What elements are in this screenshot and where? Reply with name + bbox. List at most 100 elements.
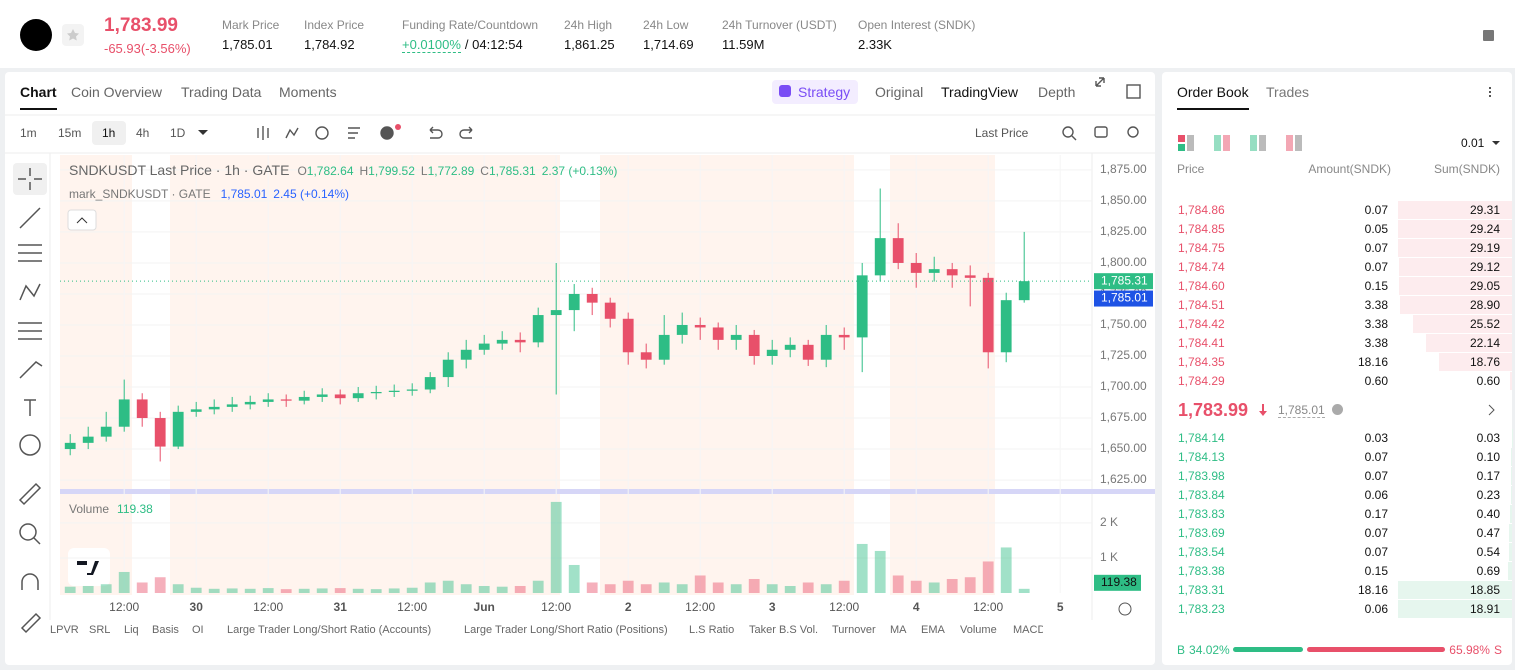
row-amount: 0.17 xyxy=(1364,507,1388,521)
row-price[interactable]: 1,784.85 xyxy=(1178,222,1225,236)
row-price[interactable]: 1,783.98 xyxy=(1178,469,1225,483)
volume-bar xyxy=(550,501,562,593)
buy-label: B xyxy=(1177,643,1186,657)
drawing-tools[interactable] xyxy=(13,163,47,634)
row-amount: 0.07 xyxy=(1364,545,1388,559)
indicator[interactable]: Large Trader Long/Short Ratio (Positions… xyxy=(464,624,668,636)
indicator[interactable]: EMA xyxy=(921,624,945,636)
book-tab[interactable]: Trades xyxy=(1266,84,1310,100)
indicator[interactable]: L.S Ratio xyxy=(689,624,735,636)
tab[interactable]: Chart xyxy=(20,84,57,110)
row-price[interactable]: 1,783.31 xyxy=(1178,583,1225,597)
row-price[interactable]: 1,784.74 xyxy=(1178,260,1225,274)
stat-number: 2.33K xyxy=(858,37,892,52)
stat-value: 1,861.25 xyxy=(564,37,615,52)
mark-title: mark_SNDKUSDT · GATE xyxy=(69,187,211,201)
volume-bar xyxy=(892,575,904,593)
collapse-button[interactable] xyxy=(67,209,97,231)
row-amount: 18.16 xyxy=(1357,355,1388,369)
x-tick-label: 5 xyxy=(1057,600,1064,614)
indicator[interactable]: Basis xyxy=(152,624,179,636)
settings-icon[interactable] xyxy=(1118,602,1132,616)
row-price[interactable]: 1,784.75 xyxy=(1178,241,1225,255)
row-price[interactable]: 1,784.51 xyxy=(1178,298,1225,312)
dropdown[interactable] xyxy=(198,130,208,140)
interval[interactable]: 15m xyxy=(58,126,82,140)
indicator[interactable]: Turnover xyxy=(832,624,876,636)
indicator[interactable]: Liq xyxy=(124,624,139,636)
candle-body xyxy=(226,404,238,407)
chart-view[interactable]: Original xyxy=(875,84,924,100)
indicator[interactable]: OI xyxy=(192,624,204,636)
candle-body xyxy=(676,324,688,335)
indicator[interactable]: SRL xyxy=(89,624,111,636)
row-price[interactable]: 1,783.38 xyxy=(1178,564,1225,578)
interval[interactable]: 4h xyxy=(136,126,150,140)
candle-body xyxy=(604,302,616,319)
x-tick-label: 12:00 xyxy=(829,600,859,614)
row-price[interactable]: 1,784.14 xyxy=(1178,431,1225,445)
candle-body xyxy=(874,238,886,276)
row-price[interactable]: 1,784.42 xyxy=(1178,317,1225,331)
chart-view[interactable]: TradingView xyxy=(941,84,1019,100)
row-price[interactable]: 1,783.84 xyxy=(1178,488,1225,502)
row-sum: 0.54 xyxy=(1476,545,1500,559)
row-price[interactable]: 1,783.69 xyxy=(1178,526,1225,540)
toolbar-icons[interactable] xyxy=(257,77,1141,141)
book-mode-icons[interactable] xyxy=(1178,135,1302,151)
price-source[interactable]: Last Price xyxy=(975,126,1029,140)
y-tick-label: 1,625.00 xyxy=(1100,472,1147,486)
volume-bar xyxy=(820,584,832,593)
row-price[interactable]: 1,784.13 xyxy=(1178,450,1225,464)
interval[interactable]: 1h xyxy=(102,126,116,140)
volume-bar xyxy=(190,587,202,593)
chart-view[interactable]: Depth xyxy=(1038,84,1076,100)
y-tick-label: 1,675.00 xyxy=(1100,410,1147,424)
row-price[interactable]: 1,784.29 xyxy=(1178,374,1225,388)
chevron[interactable] xyxy=(1488,404,1495,416)
row-price[interactable]: 1,784.60 xyxy=(1178,279,1225,293)
row-sum: 0.03 xyxy=(1476,431,1500,445)
row-sum: 18.76 xyxy=(1469,355,1500,369)
tv-mark xyxy=(77,561,99,575)
candle-body xyxy=(820,334,832,360)
row-price[interactable]: 1,783.23 xyxy=(1178,602,1225,616)
row-price[interactable]: 1,784.86 xyxy=(1178,203,1225,217)
precision-caret[interactable] xyxy=(1492,141,1500,149)
stat-value: +0.0100%/ 04:12:54 xyxy=(402,37,523,53)
candle-body xyxy=(892,238,904,263)
interval[interactable]: 1m xyxy=(20,126,37,140)
interval[interactable]: 1D xyxy=(170,126,186,140)
y-tick-label: 1,700.00 xyxy=(1100,379,1147,393)
tab[interactable]: Moments xyxy=(279,84,337,100)
menu-icon[interactable] xyxy=(1489,87,1491,97)
row-price[interactable]: 1,784.41 xyxy=(1178,336,1225,350)
tab[interactable]: Coin Overview xyxy=(71,84,163,100)
indicator[interactable]: Volume xyxy=(960,624,997,636)
indicator[interactable]: MACD xyxy=(1013,624,1043,636)
row-sum: 29.12 xyxy=(1469,260,1500,274)
volume-bar xyxy=(244,588,256,593)
layout-icon[interactable] xyxy=(1483,30,1494,41)
indicator[interactable]: MA xyxy=(890,624,907,636)
row-price[interactable]: 1,783.83 xyxy=(1178,507,1225,521)
legend-change: 2.37 (+0.13%) xyxy=(541,164,618,178)
precision[interactable]: 0.01 xyxy=(1461,136,1485,150)
last-price: 1,783.99 xyxy=(104,15,178,36)
sell-ratio: 65.98% xyxy=(1449,643,1490,657)
indicator[interactable]: Taker B.S Vol. xyxy=(749,624,819,636)
y-tick-label: 1,650.00 xyxy=(1100,441,1147,455)
candle-body xyxy=(748,334,760,356)
depth-bar xyxy=(1398,201,1512,219)
indicator[interactable]: LPVR xyxy=(50,624,79,636)
tab[interactable]: Trading Data xyxy=(181,84,262,100)
chart-view[interactable]: Strategy xyxy=(798,84,851,100)
volume-bar xyxy=(100,584,112,593)
x-tick-label: 12:00 xyxy=(253,600,283,614)
volume-bar xyxy=(424,582,436,593)
row-price[interactable]: 1,784.35 xyxy=(1178,355,1225,369)
book-tab[interactable]: Order Book xyxy=(1177,84,1249,110)
row-price[interactable]: 1,783.54 xyxy=(1178,545,1225,559)
row-amount: 0.07 xyxy=(1364,203,1388,217)
indicator[interactable]: Large Trader Long/Short Ratio (Accounts) xyxy=(227,624,432,636)
